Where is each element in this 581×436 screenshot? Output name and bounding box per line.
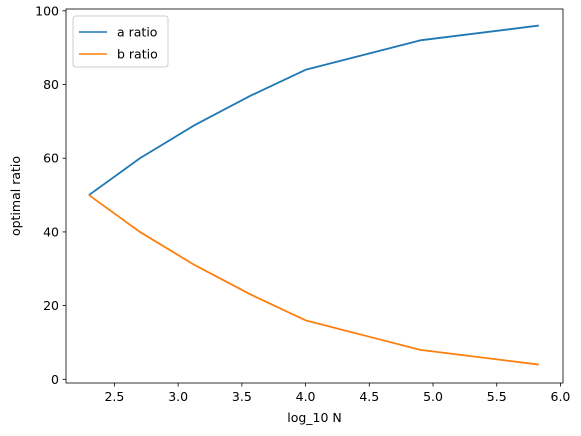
x-tick-label: 5.0 xyxy=(423,389,443,404)
y-tick-label: 20 xyxy=(43,298,59,313)
x-tick-label: 3.0 xyxy=(168,389,188,404)
plot-frame xyxy=(65,8,564,384)
y-tick-label: 100 xyxy=(35,3,59,18)
x-tick-label: 4.5 xyxy=(359,389,379,404)
axis-ticks: 2.5 3.0 3.5 4.0 4.5 5.0 5.5 6.0 0 20 40 60 80 100 xyxy=(35,3,570,404)
x-tick-label: 6.0 xyxy=(551,389,571,404)
x-tick-label: 3.5 xyxy=(232,389,252,404)
series-line-a-ratio xyxy=(88,24,539,196)
y-tick-label: 60 xyxy=(43,151,59,166)
y-tick-label: 80 xyxy=(43,77,59,92)
y-tick-label: 40 xyxy=(43,224,59,239)
legend-label-a-ratio: a ratio xyxy=(117,25,157,40)
x-tick-label: 2.5 xyxy=(104,389,124,404)
x-axis-label: log_10 N xyxy=(287,410,342,425)
legend-label-b-ratio: b ratio xyxy=(117,47,158,62)
x-tick-label: 5.5 xyxy=(487,389,507,404)
y-axis-label: optimal ratio xyxy=(8,156,23,236)
series-line-b-ratio xyxy=(88,194,539,366)
plot-area xyxy=(88,24,539,366)
x-tick-label: 4.0 xyxy=(296,389,316,404)
legend: a ratio b ratio xyxy=(72,15,169,68)
y-tick-label: 0 xyxy=(51,372,59,387)
